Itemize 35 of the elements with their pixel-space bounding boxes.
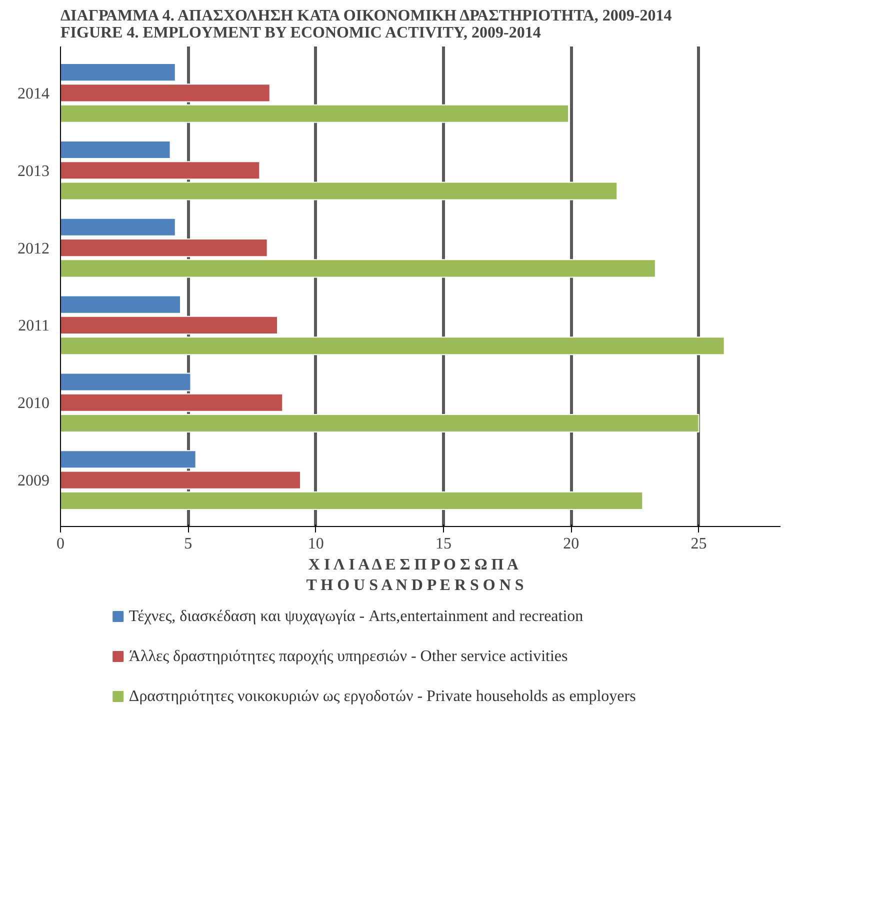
legend-label: Άλλες δραστηριότητες παροχής υπηρεσιών - Other service activities [128,648,568,665]
y-tick-label: 2012 [18,240,50,258]
bar [60,104,570,123]
bar [60,63,176,82]
bar [60,218,176,236]
bar [60,259,656,278]
y-tick-label: 2011 [18,318,50,335]
bar [60,316,278,334]
y-tick-label: 2010 [18,395,50,412]
bar [60,450,196,469]
bar [60,372,192,392]
legend-label: Τέχνες, διασκέδαση και ψυχαγωγία - Arts,entertainment and recreation [128,608,584,625]
bar [60,182,618,200]
bar [60,393,284,412]
x-tick-label: 15 [435,536,452,552]
y-tick-label: 2009 [18,472,50,490]
bar [60,140,171,159]
bar [60,295,181,314]
x-tick-label: 20 [563,536,580,552]
bar [60,84,270,102]
x-tick-label: 10 [308,536,324,552]
x-tick-label: 25 [690,536,707,552]
x-axis-title: Χ Ι Λ Ι Α Δ Ε Σ Π Ρ Ο Σ Ω Π Α T H O U S A N D P E R S O N S [306,556,524,594]
legend-label: Δραστηριότητες νοικοκυριών ως εργοδοτών - Private households as employers [128,688,636,705]
y-tick-label: 2014 [18,85,50,102]
bar [60,336,725,356]
x-tick-label: 5 [184,536,192,552]
bar [60,470,301,490]
bar [60,161,260,180]
bar [60,238,268,258]
y-tick-label: 2013 [18,162,50,180]
bar [60,414,700,433]
bar [60,491,644,510]
chart-title: ΔΙΑΓΡΑΜΜΑ 4. ΑΠΑΣΧΟΛΗΣΗ ΚΑΤΑ ΟΙΚΟΝΟΜΙΚΗ ΔΡΑΣΤΗΡΙΟΤΗΤΑ, 2009-2014 FIGURE 4. EMPLOYMENT BY ECONOMIC ACTIVITY, 2009-2014 [60,8,672,42]
x-tick-label: 0 [56,536,64,552]
